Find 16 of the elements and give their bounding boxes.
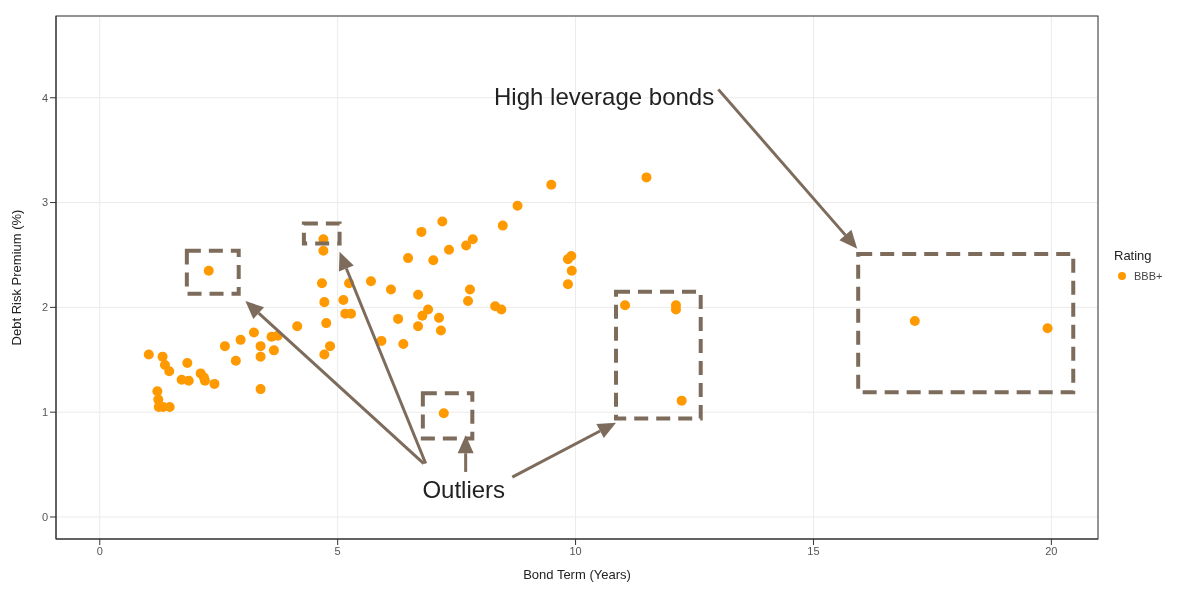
y-tick-label: 4: [41, 91, 48, 104]
y-tick-label: 0: [41, 510, 48, 523]
x-tick-label: 20: [1045, 544, 1058, 557]
y-tick-label: 3: [41, 196, 48, 209]
y-axis-title: Debt Risk Premium (%): [8, 209, 24, 346]
x-tick-label: 10: [569, 544, 582, 557]
x-tick-label: 15: [807, 544, 820, 557]
y-tick-label: 2: [41, 301, 48, 314]
annotation: Outliers: [422, 476, 506, 504]
x-tick-label: 0: [96, 544, 103, 557]
legend-label: BBB+: [1134, 269, 1163, 282]
annotation: High leverage bonds: [494, 83, 715, 111]
y-tick-label: 1: [41, 406, 48, 419]
legend-title: Rating: [1114, 247, 1153, 263]
x-tick-label: 5: [334, 544, 341, 557]
x-axis-title: Bond Term (Years): [523, 567, 631, 582]
